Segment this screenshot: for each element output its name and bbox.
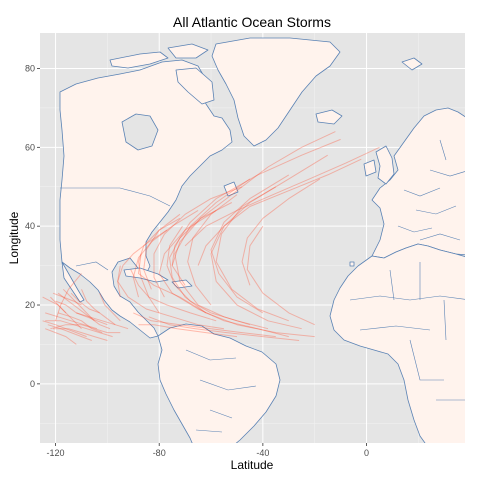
storm-track bbox=[55, 273, 82, 321]
storm-track bbox=[215, 186, 289, 322]
storm-track bbox=[45, 320, 113, 338]
storm-track bbox=[241, 178, 321, 286]
x-tick-label: -120 bbox=[47, 448, 65, 458]
y-axis-ticks: 0 20 40 60 80 bbox=[25, 63, 40, 389]
storm-tracks bbox=[42, 131, 380, 345]
storm-track bbox=[62, 288, 95, 322]
y-tick-label: 40 bbox=[25, 221, 35, 231]
storm-track bbox=[42, 296, 67, 314]
iceland-land bbox=[315, 109, 343, 125]
world-land bbox=[59, 37, 465, 443]
storm-track bbox=[174, 178, 251, 326]
africa-land bbox=[329, 243, 465, 443]
storm-track bbox=[210, 174, 290, 314]
arctic-island-2 bbox=[167, 43, 209, 59]
storm-track bbox=[171, 138, 341, 286]
y-tick-label: 60 bbox=[25, 142, 35, 152]
x-axis-ticks: -120 -80 -40 0 bbox=[47, 443, 369, 458]
storm-track bbox=[132, 209, 199, 298]
storm-track bbox=[42, 320, 87, 338]
newfoundland bbox=[223, 181, 239, 197]
storm-track bbox=[138, 253, 315, 338]
storm-track bbox=[171, 131, 336, 266]
storm-track bbox=[47, 324, 92, 341]
storm-track bbox=[117, 229, 168, 298]
storm-track bbox=[76, 312, 129, 330]
storm-track bbox=[50, 324, 121, 334]
country-borders bbox=[60, 139, 465, 433]
storm-track bbox=[184, 146, 380, 247]
y-tick-label: 80 bbox=[25, 63, 35, 73]
storm-track bbox=[52, 292, 82, 306]
storm-track bbox=[153, 186, 243, 298]
storm-track bbox=[70, 292, 100, 314]
storm-track bbox=[166, 225, 269, 330]
canary-islands bbox=[349, 261, 355, 267]
storm-track bbox=[133, 312, 276, 338]
storm-track bbox=[169, 202, 233, 314]
storm-track bbox=[57, 312, 103, 334]
storm-track bbox=[55, 300, 108, 326]
storm-track bbox=[210, 154, 328, 330]
ireland-land bbox=[363, 159, 377, 177]
storm-track bbox=[158, 209, 289, 338]
storm-track bbox=[246, 225, 315, 326]
arctic-island-1 bbox=[109, 51, 169, 69]
cuba-land bbox=[123, 267, 169, 283]
storm-track bbox=[138, 217, 181, 314]
greenland-land bbox=[211, 37, 341, 147]
south-america-land bbox=[157, 323, 281, 443]
baffin-island bbox=[175, 67, 215, 105]
hispaniola-land bbox=[171, 279, 193, 289]
hudson-bay bbox=[121, 113, 159, 151]
y-tick-label: 0 bbox=[30, 379, 35, 389]
africa-borders bbox=[349, 262, 465, 401]
storm-track bbox=[197, 158, 362, 266]
y-tick-label: 20 bbox=[25, 300, 35, 310]
storm-track bbox=[143, 213, 181, 290]
x-tick-label: -40 bbox=[256, 448, 269, 458]
great-britain-land bbox=[375, 145, 395, 185]
x-tick-label: 0 bbox=[364, 448, 369, 458]
storm-track bbox=[138, 324, 238, 338]
storm-track bbox=[99, 292, 121, 322]
south-america-borders bbox=[185, 349, 257, 433]
storm-track bbox=[45, 328, 77, 345]
europe-borders bbox=[397, 139, 465, 241]
storm-track bbox=[57, 292, 111, 330]
storm-track bbox=[81, 289, 116, 326]
storm-track bbox=[148, 316, 300, 341]
svalbard-land bbox=[401, 57, 423, 71]
x-axis-label: Latitude bbox=[231, 458, 274, 472]
storm-track bbox=[53, 328, 108, 341]
chart-title: All Atlantic Ocean Storms bbox=[173, 14, 331, 30]
storm-track bbox=[50, 296, 82, 330]
usa-mexico-border bbox=[75, 261, 109, 271]
storm-track bbox=[187, 194, 238, 306]
baja-california-land bbox=[61, 261, 85, 303]
storm-track bbox=[117, 265, 225, 330]
x-tick-label: -80 bbox=[153, 448, 166, 458]
y-axis-label: Longitude bbox=[7, 211, 21, 264]
usa-canada-border bbox=[60, 187, 171, 207]
storm-track bbox=[130, 269, 217, 322]
storm-track bbox=[45, 312, 98, 330]
